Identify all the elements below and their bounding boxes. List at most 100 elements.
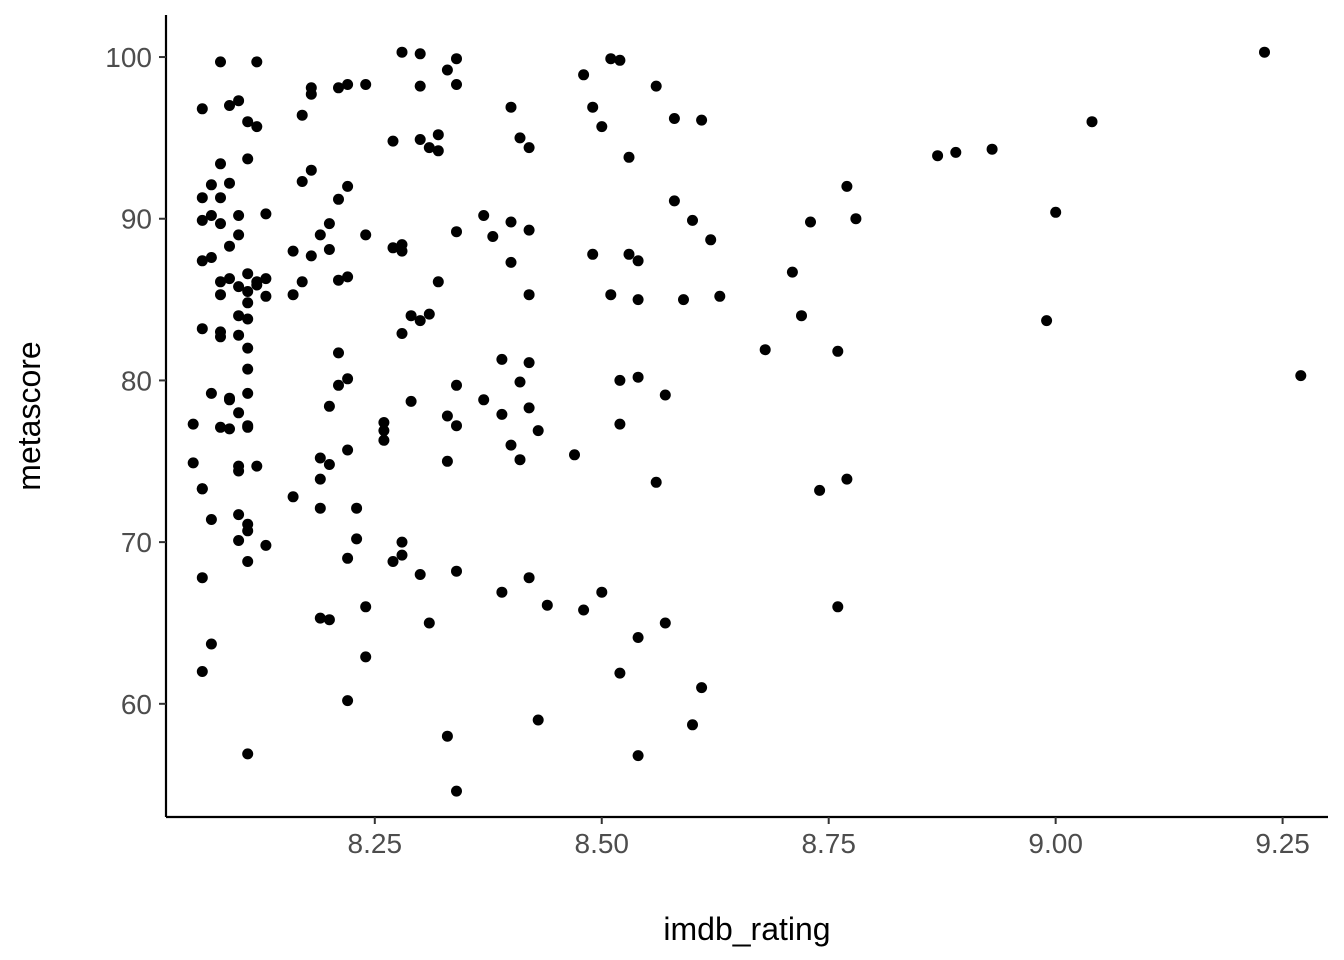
data-point [414, 48, 426, 60]
data-point [242, 313, 254, 325]
data-point [841, 180, 853, 192]
data-point [396, 46, 408, 58]
data-point [196, 483, 208, 495]
data-point [233, 281, 245, 293]
y-tick-label: 70 [121, 527, 152, 558]
data-point [396, 549, 408, 561]
data-point [296, 276, 308, 288]
data-point [614, 667, 626, 679]
data-point [351, 502, 363, 514]
data-point [1050, 206, 1062, 218]
data-point [632, 750, 644, 762]
data-point [314, 612, 326, 624]
data-point [451, 420, 462, 432]
x-tick-label: 8.75 [801, 828, 856, 859]
data-point [205, 387, 217, 399]
data-point [451, 785, 462, 797]
data-point [242, 556, 254, 567]
data-point [378, 434, 390, 446]
data-point [196, 666, 208, 677]
y-axis-ticks: 60 70 80 90 100 [105, 42, 166, 720]
data-point [541, 599, 553, 611]
data-point [696, 114, 708, 126]
y-tick-label: 100 [105, 42, 152, 73]
data-point [578, 69, 590, 81]
data-point [605, 289, 617, 301]
data-point [432, 129, 444, 141]
data-point [696, 682, 708, 694]
x-axis-ticks: 8.25 8.50 8.75 9.00 9.25 [348, 817, 1310, 859]
data-point [569, 449, 580, 461]
data-point [205, 210, 217, 221]
data-point [950, 146, 962, 158]
data-point [342, 271, 354, 283]
data-point [242, 421, 254, 433]
data-point [205, 638, 217, 650]
data-point [387, 242, 399, 254]
data-point [242, 342, 254, 354]
data-point [841, 473, 853, 485]
data-point [632, 255, 644, 267]
data-point [614, 418, 626, 430]
data-point [333, 347, 344, 359]
data-point [233, 535, 245, 546]
data-point [260, 208, 272, 220]
data-point [242, 153, 254, 165]
data-point [342, 79, 354, 90]
data-point [323, 218, 335, 230]
x-axis-title: imdb_rating [663, 911, 830, 947]
data-point [215, 56, 226, 68]
data-point [233, 95, 245, 107]
data-point [632, 632, 644, 643]
data-point [441, 730, 453, 742]
data-point [196, 103, 208, 115]
data-point [405, 395, 417, 407]
data-point [251, 121, 263, 133]
data-point [242, 525, 254, 537]
data-point [451, 226, 462, 238]
data-point [687, 214, 698, 226]
data-point [196, 255, 208, 267]
data-point [796, 310, 807, 322]
data-point [850, 213, 862, 225]
data-point [523, 402, 535, 414]
data-point [205, 252, 217, 263]
data-point [196, 214, 208, 226]
data-point [260, 290, 272, 302]
data-point [505, 256, 517, 268]
data-point [333, 379, 344, 391]
data-point [205, 179, 217, 191]
data-point [378, 425, 390, 437]
data-point [187, 457, 199, 469]
data-point [215, 289, 226, 301]
data-point [423, 617, 435, 629]
data-point [260, 273, 272, 285]
data-point [523, 357, 535, 369]
data-point [805, 216, 816, 228]
data-point [451, 79, 462, 90]
data-point [478, 210, 490, 221]
data-point [242, 387, 254, 399]
data-point [1259, 46, 1270, 58]
data-point [786, 266, 798, 278]
data-point [687, 719, 698, 731]
data-point [396, 245, 408, 257]
data-point [287, 245, 299, 257]
y-axis-title: metascore [11, 341, 47, 490]
data-point [233, 310, 245, 322]
data-point [314, 452, 326, 464]
data-point [451, 53, 462, 65]
data-point [233, 329, 245, 341]
data-point [432, 145, 444, 157]
data-point [305, 250, 317, 262]
data-point [505, 439, 517, 451]
data-point [224, 100, 235, 111]
data-point [242, 286, 254, 297]
data-point [196, 572, 208, 584]
data-point [323, 614, 335, 626]
data-point [360, 229, 372, 241]
data-point [423, 308, 435, 320]
data-point [378, 417, 390, 428]
data-point [233, 465, 245, 477]
